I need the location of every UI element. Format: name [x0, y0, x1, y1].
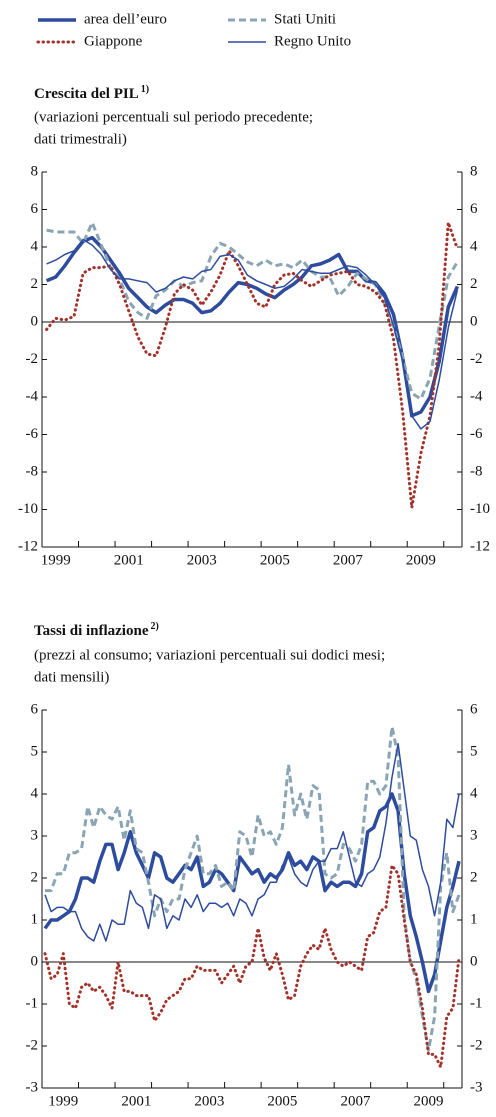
y-tick-label: -8: [470, 463, 483, 479]
x-tick-label: 2009: [414, 1093, 444, 1109]
x-tick-label: 2001: [114, 552, 144, 568]
y-tick-label: -1: [470, 995, 483, 1011]
x-tick-label: 2005: [267, 1093, 297, 1109]
chart-title: Tassi di inflazione 2): [34, 621, 159, 639]
legend-label: Regno Unito: [274, 33, 351, 49]
chart-title: Crescita del PIL 1): [34, 84, 149, 102]
y-tick-label: -12: [18, 538, 38, 554]
x-tick-label: 2003: [194, 1093, 224, 1109]
y-tick-label: 3: [470, 827, 478, 843]
title-text: Crescita del PIL: [34, 86, 139, 102]
title-text: Tassi di inflazione: [34, 623, 149, 639]
y-tick-label: 6: [470, 701, 478, 717]
y-tick-label: -3: [470, 1079, 483, 1095]
y-tick-label: 0: [470, 953, 478, 969]
series-line: [45, 725, 461, 1052]
y-tick-label: -10: [470, 501, 490, 517]
y-tick-label: -10: [18, 501, 38, 517]
y-tick-label: 2: [31, 869, 39, 885]
series-line: [46, 221, 459, 401]
x-tick-label: 2007: [340, 1093, 371, 1109]
y-tick-label: -4: [26, 388, 39, 404]
y-tick-label: 6: [31, 701, 39, 717]
y-tick-label: 4: [31, 238, 39, 254]
y-tick-label: -6: [470, 426, 483, 442]
subtitle: dati trimestrali): [34, 131, 127, 147]
series-line: [46, 238, 459, 430]
x-tick-label: 1999: [48, 1093, 78, 1109]
y-tick-label: 5: [31, 743, 39, 759]
y-tick-label: 4: [470, 238, 478, 254]
series-line: [45, 221, 459, 510]
y-tick-label: -6: [26, 426, 39, 442]
subtitle: dati mensili): [34, 669, 109, 685]
y-tick-label: 1: [470, 911, 478, 927]
legend-label: Giappone: [84, 33, 143, 49]
y-tick-label: -8: [26, 463, 39, 479]
y-tick-label: -3: [26, 1079, 39, 1095]
y-tick-label: -4: [470, 388, 483, 404]
legend-label: area dell’euro: [84, 11, 167, 27]
y-tick-label: 0: [31, 313, 39, 329]
y-tick-label: 4: [470, 785, 478, 801]
y-tick-label: 0: [31, 953, 39, 969]
y-tick-label: -1: [26, 995, 39, 1011]
subtitle: (prezzi al consumo; variazioni percentua…: [34, 647, 385, 663]
y-tick-label: 6: [31, 201, 39, 217]
y-tick-label: 2: [470, 276, 478, 292]
legend-label: Stati Uniti: [274, 11, 336, 27]
y-tick-label: 6: [470, 201, 478, 217]
series-line: [43, 863, 461, 1069]
y-tick-label: 8: [31, 163, 39, 179]
y-tick-label: -2: [470, 1037, 483, 1053]
x-tick-label: 2007: [333, 552, 364, 568]
series-line: [45, 235, 460, 418]
y-tick-label: 3: [31, 827, 39, 843]
y-tick-label: 8: [470, 163, 478, 179]
x-tick-label: 2005: [260, 552, 290, 568]
subtitle: (variazioni percentuali sul periodo prec…: [34, 109, 313, 125]
y-tick-label: 1: [31, 911, 39, 927]
y-tick-label: 4: [31, 785, 39, 801]
y-tick-label: -2: [26, 1037, 39, 1053]
y-tick-label: 2: [31, 276, 39, 292]
x-tick-label: 2003: [187, 552, 217, 568]
x-tick-label: 1999: [41, 552, 71, 568]
x-tick-label: 2001: [121, 1093, 151, 1109]
y-tick-label: -2: [26, 351, 39, 367]
y-tick-label: -2: [470, 351, 483, 367]
series-line: [44, 742, 460, 942]
y-tick-label: -12: [470, 538, 490, 554]
title-note: 1): [141, 84, 149, 95]
y-tick-label: 5: [470, 743, 478, 759]
y-tick-label: 2: [470, 869, 478, 885]
y-tick-label: 0: [470, 313, 478, 329]
title-note: 2): [150, 621, 158, 632]
x-tick-label: 2009: [406, 552, 436, 568]
